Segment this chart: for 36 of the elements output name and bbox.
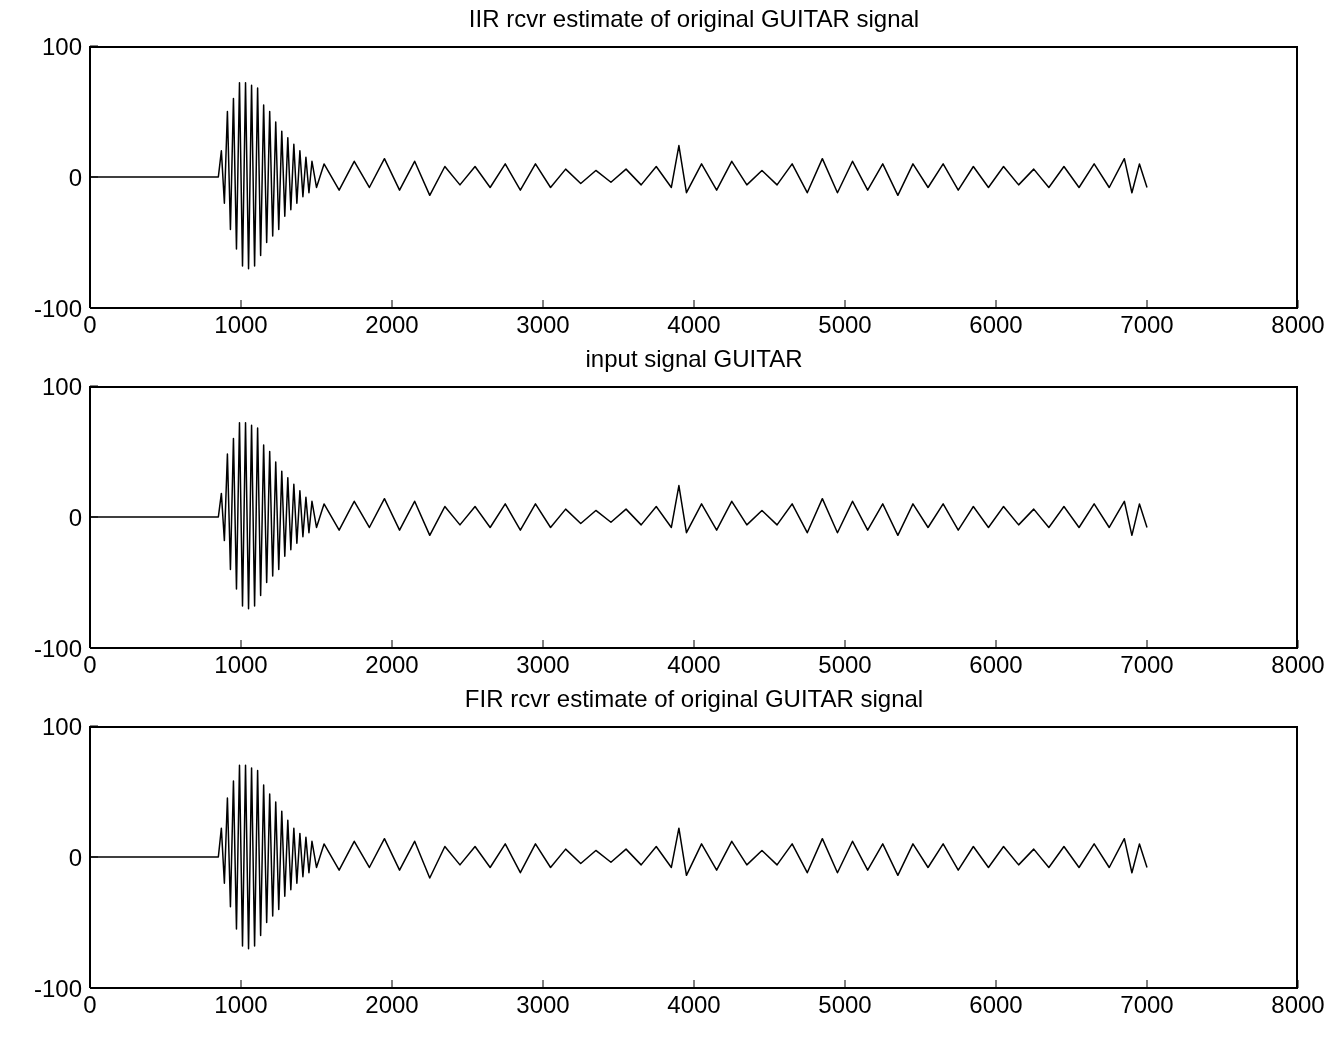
x-tick-label: 6000 xyxy=(969,311,1023,339)
x-tick-label: 3000 xyxy=(516,991,570,1019)
x-tick-label: 7000 xyxy=(1120,651,1174,679)
y-tick-label: 100 xyxy=(41,712,82,740)
y-tick-label: 100 xyxy=(41,32,82,60)
x-tick-label: 1000 xyxy=(214,651,268,679)
x-tick-label: 2000 xyxy=(365,311,419,339)
x-tick-label: 8000 xyxy=(1271,311,1325,339)
y-tick-label: -100 xyxy=(33,634,82,662)
chart-title: IIR rcvr estimate of original GUITAR signal xyxy=(467,5,921,32)
x-tick-label: 6000 xyxy=(969,651,1023,679)
x-tick-label: 2000 xyxy=(365,991,419,1019)
x-tick-label: 5000 xyxy=(818,651,872,679)
x-tick-label: 4000 xyxy=(667,991,721,1019)
x-tick-label: 7000 xyxy=(1120,991,1174,1019)
x-tick-label: 6000 xyxy=(969,991,1023,1019)
x-tick-label: 4000 xyxy=(667,311,721,339)
y-tick-label: 0 xyxy=(68,163,82,191)
x-tick-label: 2000 xyxy=(365,651,419,679)
x-tick-label: 1000 xyxy=(214,991,268,1019)
x-tick-label: 5000 xyxy=(818,311,872,339)
y-tick-label: -100 xyxy=(33,974,82,1002)
x-tick-label: 8000 xyxy=(1271,651,1325,679)
chart-title: FIR rcvr estimate of original GUITAR signal xyxy=(463,685,925,712)
x-tick-label: 8000 xyxy=(1271,991,1325,1019)
y-tick-label: 0 xyxy=(68,843,82,871)
x-tick-label: 4000 xyxy=(667,651,721,679)
x-tick-label: 5000 xyxy=(818,991,872,1019)
x-tick-label: 3000 xyxy=(516,311,570,339)
x-tick-label: 1000 xyxy=(214,311,268,339)
x-tick-label: 3000 xyxy=(516,651,570,679)
x-tick-label: 7000 xyxy=(1120,311,1174,339)
y-tick-label: 100 xyxy=(41,372,82,400)
y-tick-label: -100 xyxy=(33,294,82,322)
y-tick-label: 0 xyxy=(68,503,82,531)
chart-title: input signal GUITAR xyxy=(584,345,804,372)
